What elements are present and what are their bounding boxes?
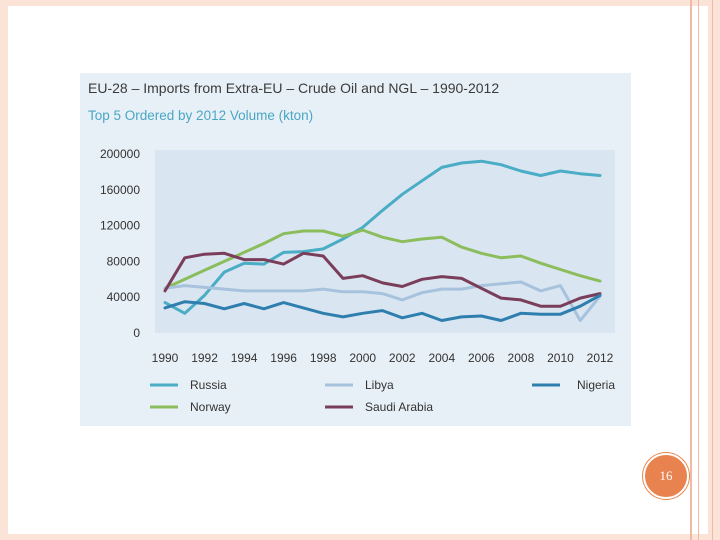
y-tick-label: 160000 [100, 183, 140, 197]
chart-panel: EU-28 – Imports from Extra-EU – Crude Oi… [80, 73, 631, 426]
x-tick-label: 2008 [508, 351, 535, 365]
slide-top-border [0, 0, 720, 6]
x-tick-label: 2000 [349, 351, 376, 365]
slide-right-border-line [690, 0, 692, 540]
chart-subtitle: Top 5 Ordered by 2012 Volume (kton) [88, 108, 313, 123]
slide-left-border [0, 0, 8, 540]
x-tick-label: 2010 [547, 351, 574, 365]
x-tick-label: 1994 [231, 351, 258, 365]
y-tick-label: 40000 [107, 290, 141, 304]
series-line-nigeria [163, 293, 602, 322]
series-line-norway [163, 228, 602, 290]
y-tick-label: 120000 [100, 219, 140, 233]
legend-label-russia: Russia [190, 378, 227, 392]
chart-title: EU-28 – Imports from Extra-EU – Crude Oi… [88, 80, 499, 96]
legend-label-nigeria: Nigeria [577, 378, 615, 392]
x-tick-label: 2006 [468, 351, 495, 365]
x-tick-label: 1996 [270, 351, 297, 365]
plot-area [155, 150, 615, 333]
y-tick-label: 80000 [107, 254, 141, 268]
slide-right-border-band [708, 0, 720, 540]
legend-label-norway: Norway [190, 400, 231, 414]
x-tick-label: 1998 [310, 351, 337, 365]
y-tick-label: 200000 [100, 147, 140, 161]
slide-right-border-line [698, 0, 699, 540]
line-chart: EU-28 – Imports from Extra-EU – Crude Oi… [88, 80, 615, 414]
legend-label-libya: Libya [365, 378, 394, 392]
x-tick-label: 1990 [152, 351, 179, 365]
y-tick-label: 0 [133, 326, 140, 340]
slide-bottom-border [0, 534, 720, 540]
x-tick-label: 1992 [191, 351, 218, 365]
x-tick-label: 2002 [389, 351, 416, 365]
series-line-libya [163, 280, 602, 322]
legend-label-saudi-arabia: Saudi Arabia [365, 400, 433, 414]
series-line-saudi-arabia [163, 251, 602, 308]
x-tick-label: 2004 [428, 351, 455, 365]
x-tick-label: 2012 [587, 351, 614, 365]
slide-right-border-line [712, 0, 713, 540]
series-line-russia [163, 159, 602, 315]
page-number-badge: 16 [643, 453, 689, 499]
